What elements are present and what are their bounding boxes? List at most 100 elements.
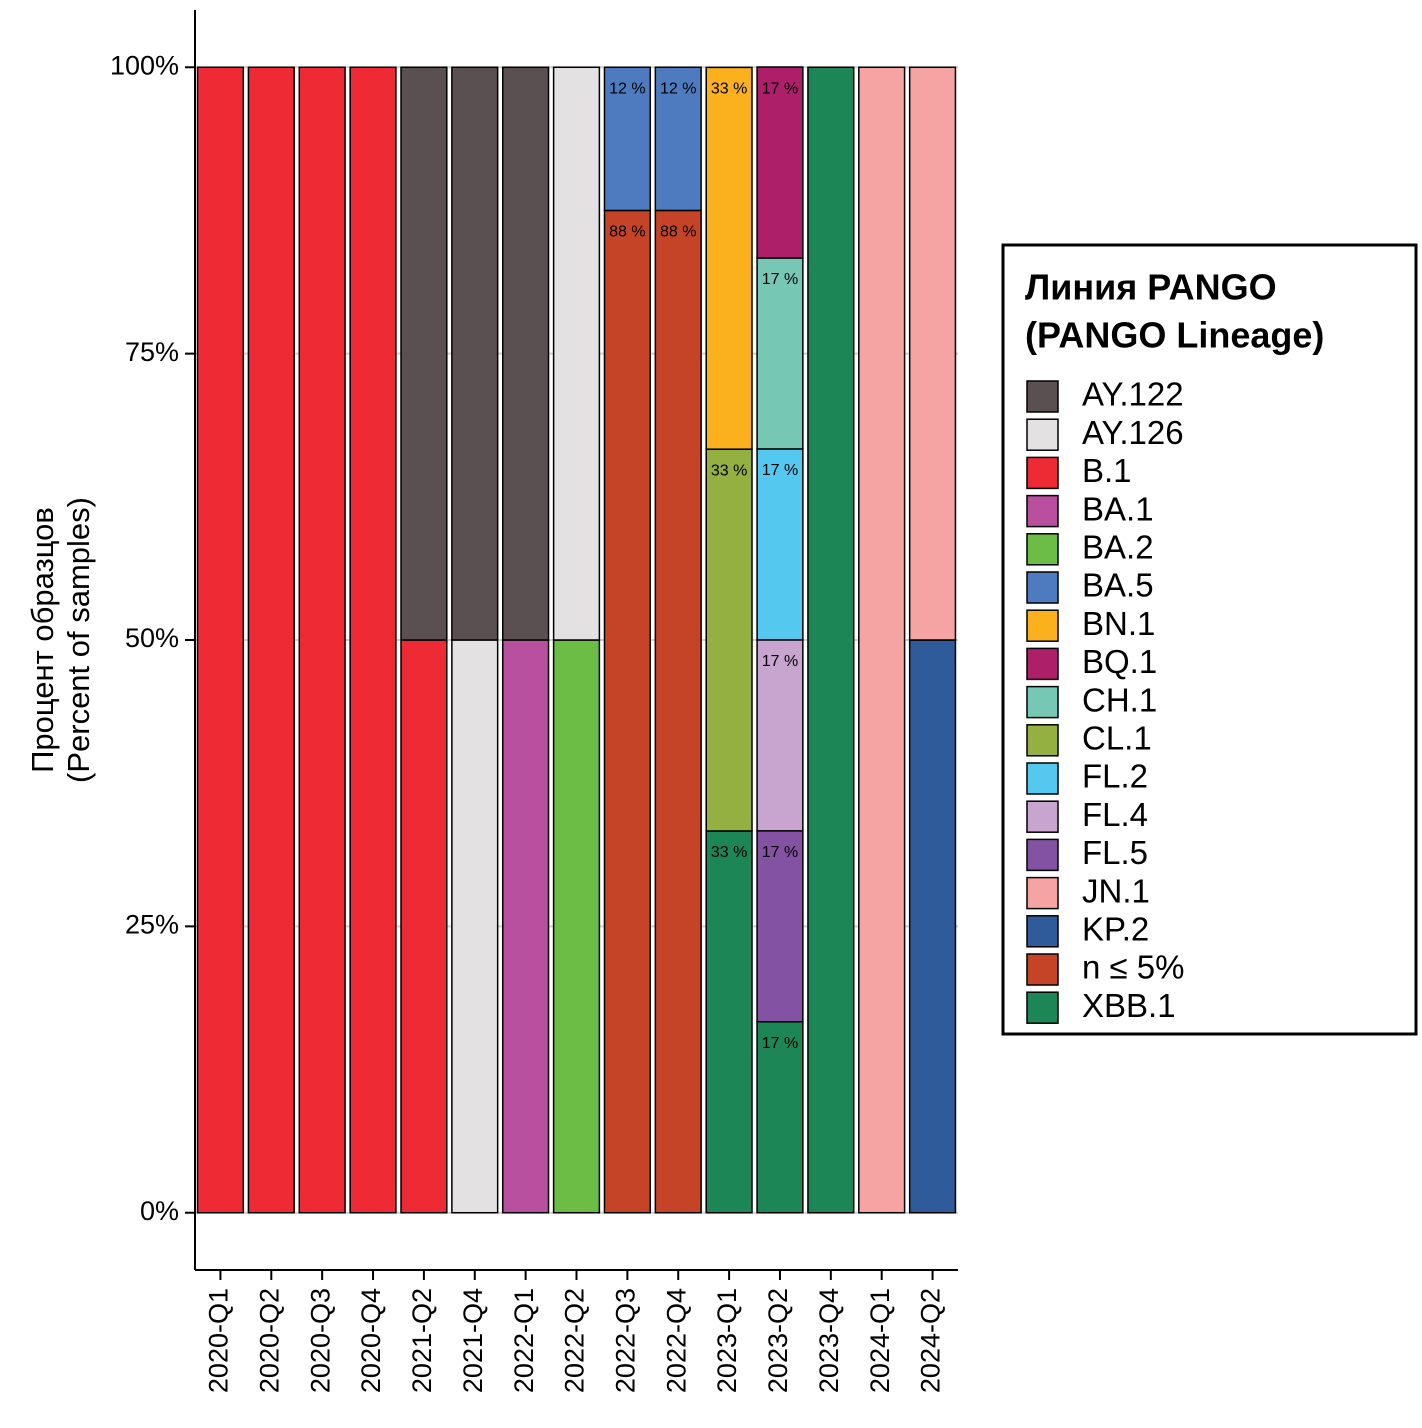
x-tick-label: 2022-Q4 (661, 1288, 691, 1393)
x-tick-label: 2022-Q3 (610, 1288, 640, 1393)
value-label: 88 % (660, 224, 696, 241)
value-label: 12 % (609, 80, 645, 97)
x-tick-label: 2020-Q4 (356, 1288, 386, 1393)
x-tick-label: 2020-Q1 (204, 1288, 234, 1393)
x-tick-label: 2024-Q2 (916, 1288, 946, 1393)
x-tick-label: 2021-Q4 (458, 1288, 488, 1393)
x-tick-label: 2022-Q1 (509, 1288, 539, 1393)
legend-key (1026, 456, 1059, 490)
bar-segment (756, 257, 804, 450)
y-axis-title: Процент образцов (Percent of samples) (25, 497, 96, 783)
legend-label: KP.2 (1082, 911, 1149, 948)
value-label: 17 % (762, 462, 798, 479)
y-axis-title-line: Процент образцов (25, 507, 60, 773)
legend-key (1026, 876, 1059, 910)
x-tick-label: 2024-Q1 (865, 1288, 895, 1393)
y-tick-label: 75% (125, 337, 179, 367)
legend-label: AY.122 (1082, 376, 1184, 413)
legend-key (1026, 380, 1059, 413)
legend-label: XBB.1 (1082, 987, 1176, 1024)
bar-segment (247, 66, 295, 1214)
x-tick-label: 2020-Q3 (305, 1288, 335, 1393)
bar-segment (451, 639, 499, 1214)
bar-segment (756, 639, 804, 832)
legend-label: n ≤ 5% (1082, 949, 1185, 986)
legend-label: BQ.1 (1082, 643, 1157, 680)
bar-segment (603, 66, 652, 212)
legend-title: Линия PANGO (1025, 267, 1277, 308)
bar-segment (807, 66, 855, 1214)
bar-segment (858, 66, 906, 1214)
legend-label: FL.5 (1082, 834, 1148, 871)
x-tick-label: 2022-Q2 (560, 1288, 590, 1393)
bar-segment (603, 209, 652, 1214)
bar-segment (349, 66, 397, 1214)
legend-key (1026, 533, 1059, 566)
bar-segment (298, 66, 346, 1214)
legend-label: B.1 (1082, 452, 1132, 489)
value-label: 33 % (711, 844, 747, 861)
y-axis-title-line: (Percent of samples) (61, 497, 96, 783)
legend-key (1026, 991, 1059, 1024)
legend-label: BN.1 (1082, 605, 1155, 642)
bar-segment (552, 639, 601, 1214)
bar-segment (705, 448, 753, 832)
value-label: 17 % (762, 1035, 798, 1052)
value-label: 17 % (762, 653, 798, 670)
legend-key (1026, 571, 1059, 604)
y-tick-label: 25% (125, 909, 179, 939)
legend-label: JN.1 (1082, 872, 1150, 909)
bar-segment (705, 830, 753, 1214)
bar-segment (756, 66, 804, 259)
legend-key (1026, 609, 1059, 642)
legend-key (1026, 685, 1059, 719)
bar-segment (552, 66, 601, 641)
value-label: 17 % (762, 80, 798, 97)
legend-label: CL.1 (1082, 720, 1152, 757)
legend-key (1026, 724, 1059, 757)
bar-segment (400, 66, 448, 641)
bar-segment (501, 66, 550, 641)
legend-label: AY.126 (1082, 414, 1184, 451)
legend-label: CH.1 (1082, 681, 1157, 718)
legend-box (1001, 243, 1418, 1036)
legend-label: BA.5 (1082, 567, 1154, 604)
value-label: 17 % (762, 271, 798, 288)
legend-key (1026, 915, 1059, 948)
legend-key (1026, 647, 1059, 681)
legend-label: BA.2 (1082, 529, 1154, 566)
bar-segment (451, 66, 499, 641)
bar-segment (756, 448, 804, 641)
legend-key (1026, 418, 1059, 451)
bar-segment (196, 66, 245, 1214)
bar-segment (705, 66, 753, 450)
bar-segment (400, 639, 448, 1214)
y-tick-label: 0% (140, 1196, 179, 1226)
x-tick-label: 2023-Q4 (814, 1288, 844, 1393)
legend-label: FL.4 (1082, 796, 1148, 833)
value-label: 12 % (660, 80, 696, 97)
legend-key (1026, 838, 1059, 872)
legend-title: (PANGO Lineage) (1025, 315, 1324, 356)
bar-segment (908, 66, 957, 641)
legend-key (1026, 762, 1059, 795)
legend-key (1026, 494, 1059, 528)
value-label: 17 % (762, 844, 798, 861)
x-tick-label: 2021-Q2 (407, 1288, 437, 1393)
bar-segment (654, 66, 702, 212)
value-label: 33 % (711, 81, 747, 98)
x-tick-label: 2020-Q2 (254, 1288, 284, 1393)
legend-key (1026, 800, 1059, 833)
bar-segment (654, 209, 702, 1214)
legend-label: BA.1 (1082, 490, 1154, 527)
y-tick-label: 100% (110, 50, 179, 80)
value-label: 88 % (609, 224, 645, 241)
y-tick-label: 50% (125, 623, 179, 653)
legend-key (1026, 953, 1059, 986)
bar-segment (501, 639, 550, 1214)
x-tick-label: 2023-Q1 (712, 1288, 742, 1393)
legend-label: FL.2 (1082, 758, 1148, 795)
x-tick-label: 2023-Q2 (763, 1288, 793, 1393)
bar-segment (908, 639, 957, 1214)
